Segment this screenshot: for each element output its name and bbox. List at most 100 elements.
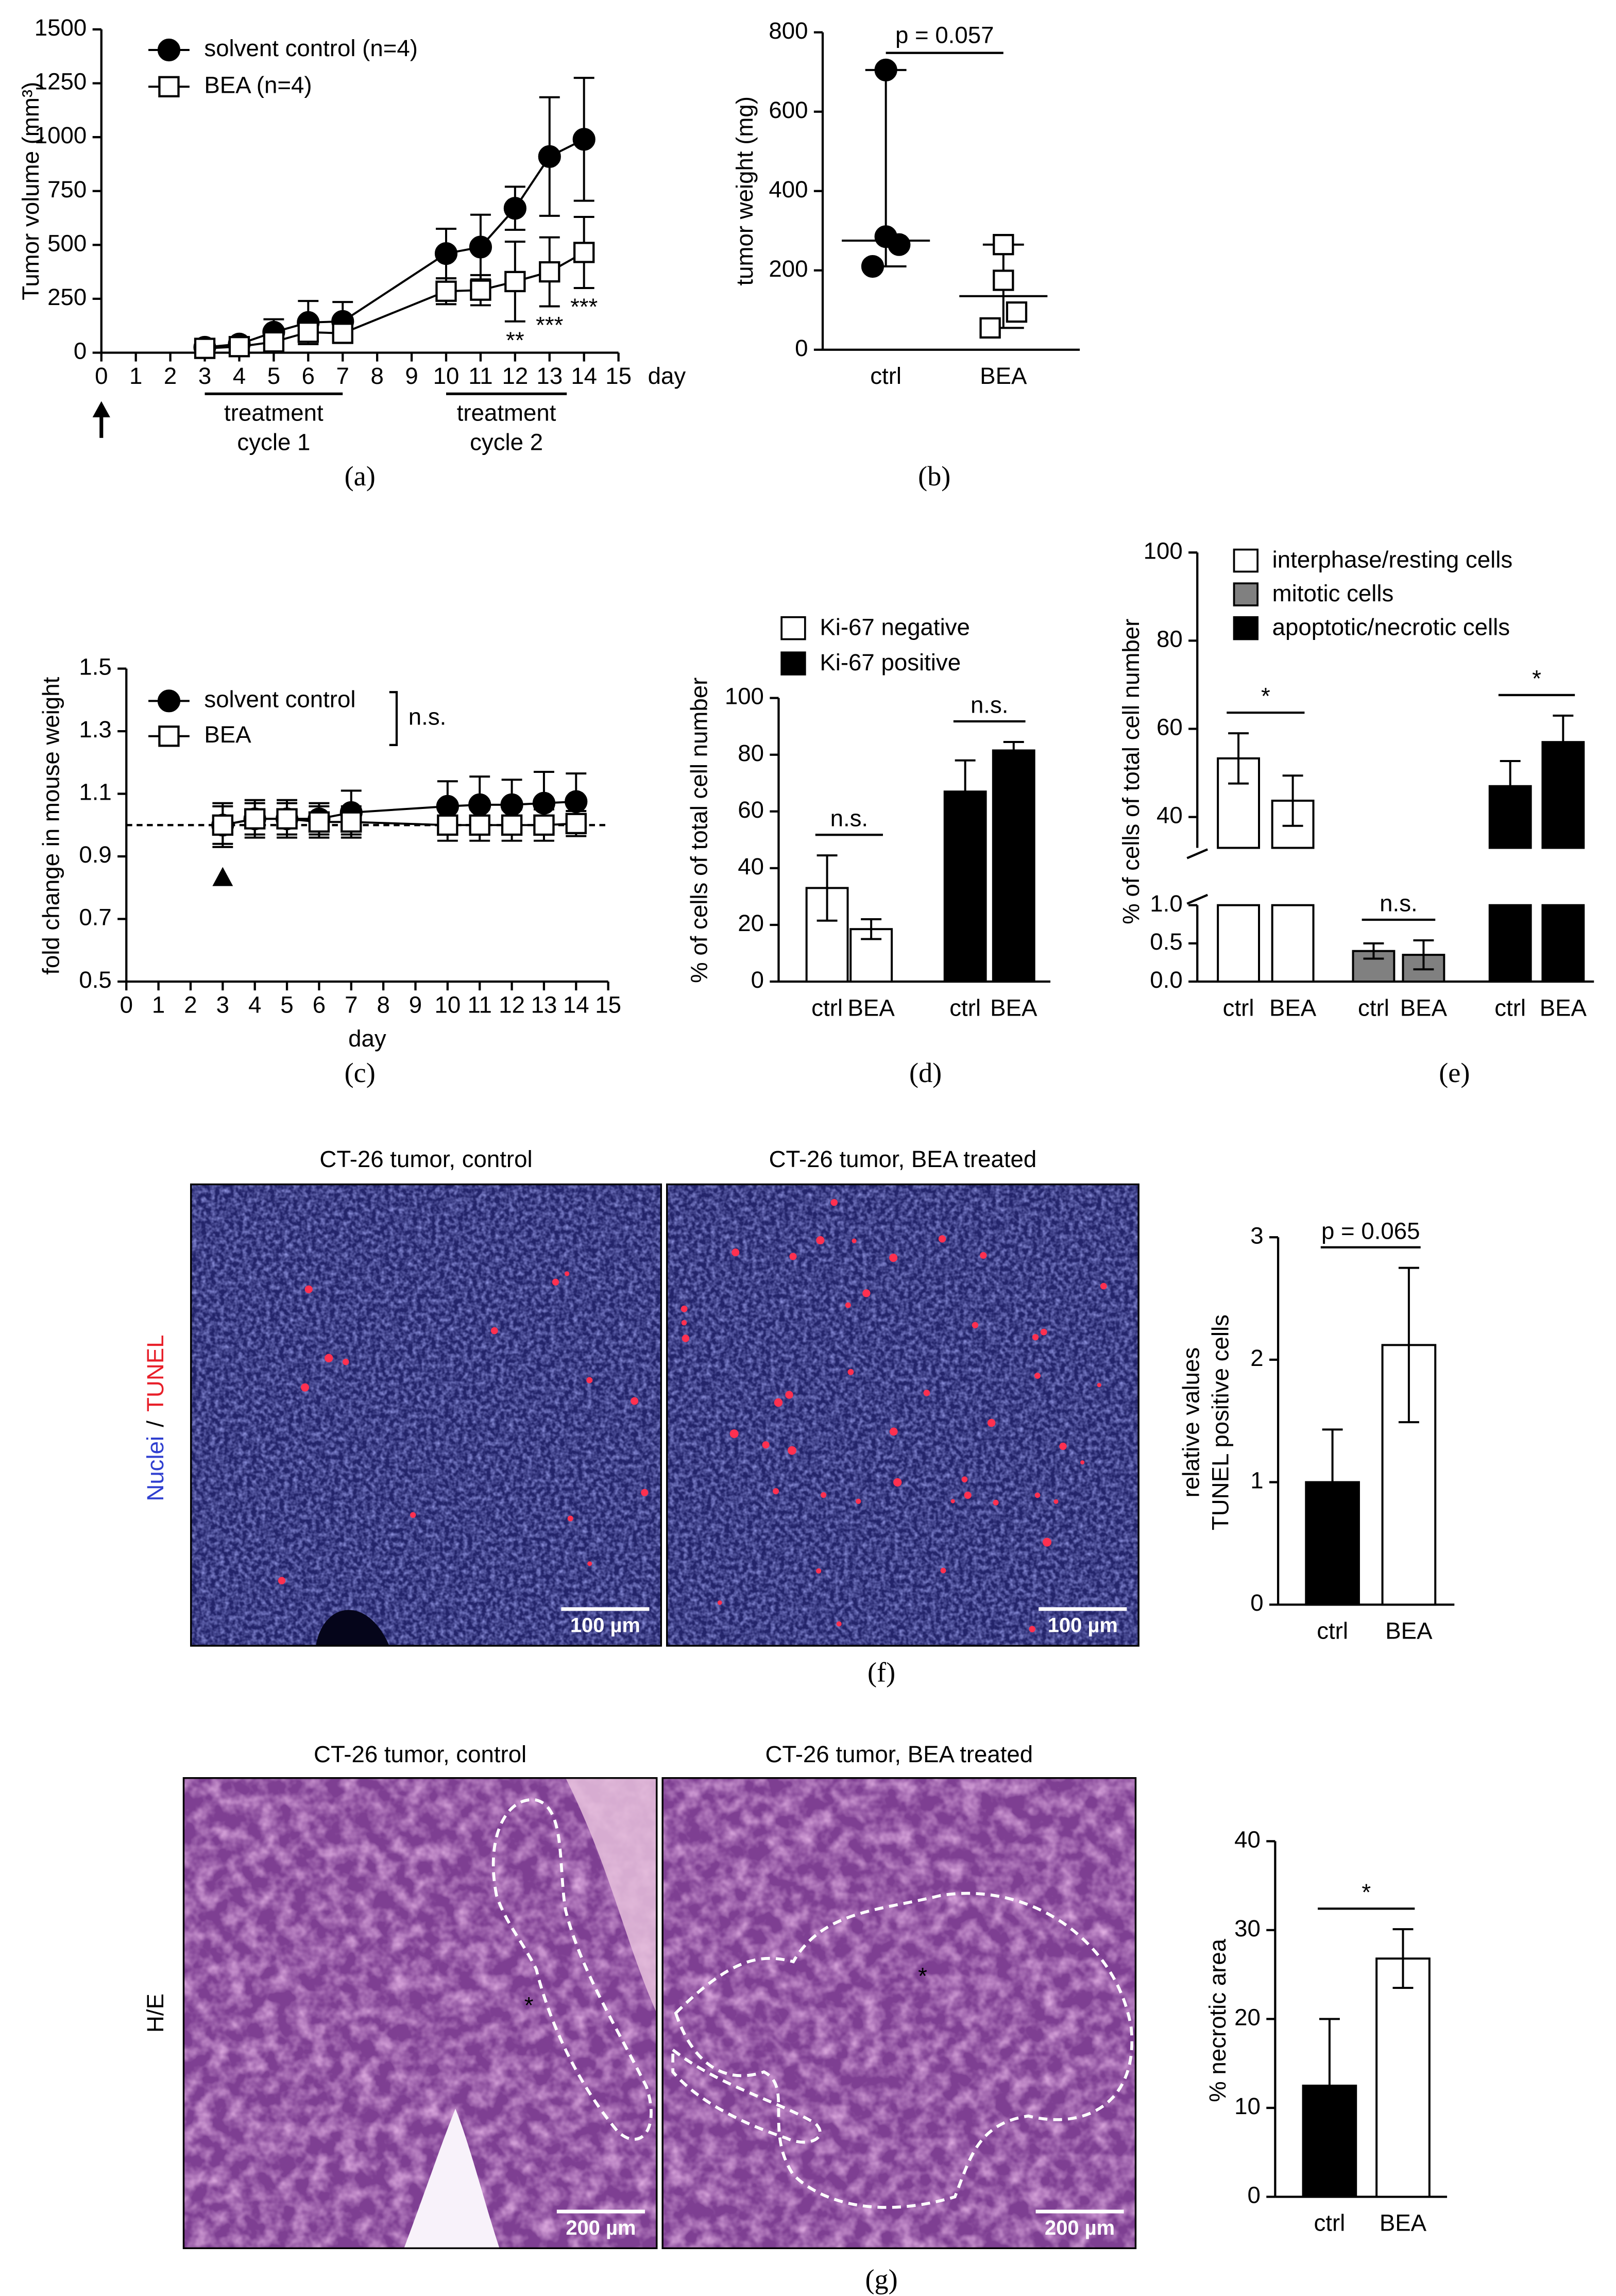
start-marker	[212, 867, 233, 886]
tunel-dot	[862, 1289, 871, 1297]
tunel-dot	[1032, 1334, 1039, 1341]
legend-label: solvent control (n=4)	[204, 35, 418, 61]
bar	[1375, 1957, 1431, 2198]
x-tick-label: 11	[468, 363, 492, 389]
tunel-dot	[552, 1278, 559, 1286]
tunel-dot	[773, 1488, 779, 1495]
tunel-dot	[847, 1369, 854, 1375]
data-point	[212, 814, 234, 836]
y-tick-label: 40	[1156, 802, 1183, 829]
tunel-dot	[889, 1253, 898, 1262]
legend-annotation: n.s.	[409, 704, 447, 730]
scale-bar-label: 100 µm	[570, 1614, 640, 1637]
legend-marker	[157, 689, 181, 713]
x-tick-label: 7	[345, 992, 358, 1018]
tunel-dot	[1100, 1282, 1107, 1290]
significance-label: ***	[570, 294, 598, 320]
x-tick-label: BEA	[1385, 1617, 1433, 1644]
y-axis-label: % necrotic area	[1204, 1938, 1231, 2102]
y-tick-label: 2	[1250, 1345, 1263, 1371]
dark-region	[316, 1610, 389, 1646]
y-tick-label: 40	[1234, 1826, 1261, 1852]
data-point	[861, 255, 884, 278]
data-point	[297, 322, 319, 343]
tunel-dot	[278, 1577, 286, 1584]
y-tick-label: 0	[795, 335, 808, 361]
y-tick-label: 30	[1234, 1915, 1261, 1942]
x-tick-label: BEA	[1380, 2210, 1427, 2236]
series-line	[222, 818, 576, 826]
data-point	[500, 793, 523, 816]
legend-label: Ki-67 positive	[820, 649, 961, 676]
micrograph-texture	[667, 1184, 1139, 1646]
data-point	[572, 128, 596, 151]
tunel-dot	[961, 1476, 968, 1482]
tunel-dot	[732, 1248, 740, 1257]
row-label-part: H/E	[142, 1994, 168, 2033]
micrograph-title: CT-26 tumor, control	[319, 1146, 532, 1172]
data-point	[436, 795, 459, 818]
row-label: Nuclei / TUNEL	[142, 1335, 168, 1501]
x-tick-label: 2	[164, 363, 177, 389]
tunel-dot	[964, 1491, 972, 1499]
tunel-dot	[836, 1621, 842, 1627]
y-tick-label: 20	[1234, 2004, 1261, 2030]
tunel-dot	[889, 1427, 898, 1436]
x-tick-label: 5	[280, 992, 293, 1018]
y-tick-label: 20	[738, 910, 764, 936]
tunel-dot	[410, 1512, 416, 1518]
data-point	[469, 814, 490, 836]
tunel-dot	[993, 1499, 999, 1506]
region-label: *	[918, 1963, 927, 1989]
data-point	[470, 279, 491, 301]
x-tick-label: ctrl	[1494, 994, 1526, 1021]
y-axis-label: tumor weight (mg)	[732, 96, 758, 286]
micrograph-frame	[666, 1183, 1139, 1647]
x-tick-label: 11	[468, 992, 492, 1018]
data-point	[263, 331, 285, 353]
row-label-part: Nuclei	[142, 1436, 168, 1501]
bar	[1488, 904, 1532, 983]
pale-region	[565, 1778, 657, 2014]
y-tick-label: 500	[47, 230, 87, 256]
micrograph: 200 µm	[182, 1777, 658, 2250]
comparison-label: n.s.	[971, 692, 1009, 718]
tunel-dot	[785, 1391, 793, 1399]
data-point	[573, 242, 595, 263]
y-tick-label: 200	[769, 256, 808, 282]
tunel-dot	[987, 1419, 996, 1427]
legend-label: apoptotic/necrotic cells	[1272, 614, 1510, 640]
tunel-dot	[820, 1492, 827, 1498]
row-label-part: TUNEL	[142, 1335, 168, 1412]
tunel-dot	[567, 1515, 573, 1522]
x-tick-label: BEA	[847, 994, 895, 1021]
y-tick-label: 1.5	[79, 654, 111, 680]
x-tick-label: ctrl	[870, 363, 901, 389]
x-tick-label: 3	[216, 992, 229, 1018]
x-tick-label: 6	[302, 363, 315, 389]
y-tick-label: 0.5	[79, 967, 111, 993]
panel-label: (d)	[909, 1057, 942, 1088]
micrograph-frame	[182, 1777, 658, 2250]
scale-bar-label: 100 µm	[1048, 1614, 1118, 1637]
tunel-dot	[729, 1429, 739, 1438]
tunel-dot	[856, 1498, 861, 1504]
data-point	[435, 280, 457, 302]
data-point	[874, 58, 897, 82]
tunel-dot	[762, 1441, 770, 1449]
y-axis-label: % of cells of total cell number	[686, 678, 712, 983]
tunel-dot	[490, 1327, 498, 1335]
data-point	[434, 242, 458, 265]
tunel-dot	[641, 1489, 649, 1496]
legend-bracket	[389, 691, 398, 747]
start-arrow-head	[92, 401, 110, 417]
x-tick-label: 0	[120, 992, 133, 1018]
y-tick-label: 0	[751, 967, 764, 993]
x-tick-label: 7	[336, 363, 349, 389]
x-tick-label: 8	[377, 992, 389, 1018]
micrograph: 200 µm	[661, 1777, 1137, 2250]
y-tick-label: 400	[769, 176, 808, 202]
y-tick-label: 40	[738, 853, 764, 880]
data-point	[1006, 301, 1028, 323]
x-tick-label: 13	[536, 363, 563, 389]
